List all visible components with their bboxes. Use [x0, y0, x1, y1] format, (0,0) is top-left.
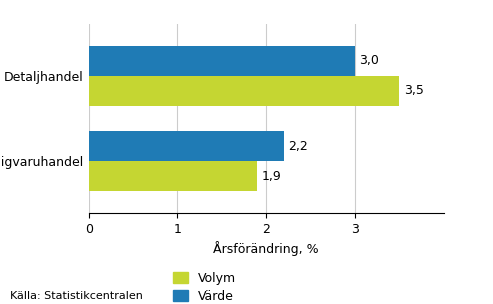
- Text: 1,9: 1,9: [262, 170, 282, 183]
- Text: 3,5: 3,5: [404, 84, 423, 97]
- Bar: [89, 131, 284, 161]
- X-axis label: Årsförändring, %: Årsförändring, %: [213, 241, 319, 256]
- Legend: Volym, Värde: Volym, Värde: [173, 272, 236, 303]
- Text: Källa: Statistikcentralen: Källa: Statistikcentralen: [10, 291, 143, 301]
- Bar: [89, 161, 257, 192]
- Bar: [89, 76, 399, 106]
- Bar: [89, 46, 355, 76]
- Text: 3,0: 3,0: [359, 54, 379, 67]
- Text: 2,2: 2,2: [288, 140, 308, 153]
